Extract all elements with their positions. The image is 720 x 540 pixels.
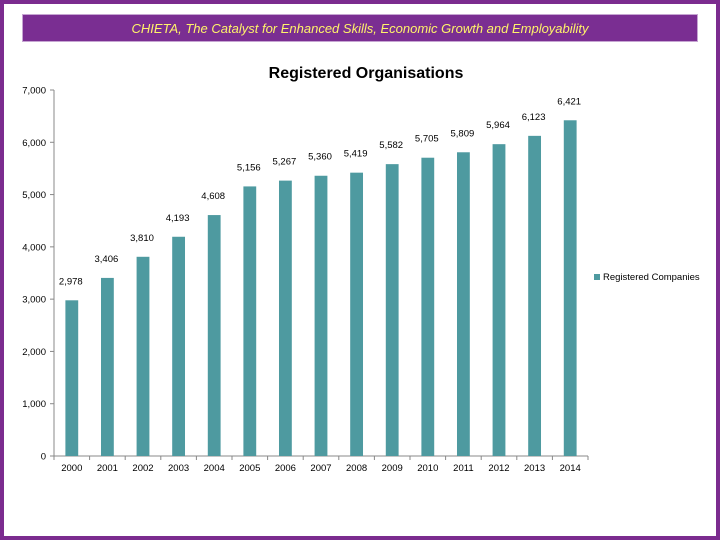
chart-title: Registered Organisations — [269, 65, 464, 82]
bar — [492, 144, 506, 456]
bar — [314, 175, 328, 456]
bar-series — [65, 120, 577, 457]
data-label: 2,978 — [59, 276, 83, 287]
x-axis: 2000 2001 2002 2003 2004 2005 2006 2007 2008 2009… — [53, 455, 589, 474]
data-labels: 2,978 3,406 3,810 4,193 4,608 5,156 5,267 5,360… — [59, 96, 581, 287]
x-tick-label: 2013 — [524, 463, 545, 474]
x-tick-label: 2009 — [382, 463, 403, 474]
data-label: 5,809 — [451, 128, 475, 139]
x-tick-label: 2004 — [204, 463, 225, 474]
bar — [385, 164, 399, 456]
bar — [563, 120, 577, 456]
y-tick-label: 1,000 — [22, 399, 46, 410]
x-tick-label: 2011 — [453, 463, 473, 474]
data-label: 5,360 — [308, 152, 332, 163]
x-tick-label: 2006 — [275, 463, 296, 474]
banner-text: CHIETA, The Catalyst for Enhanced Skills… — [131, 20, 589, 36]
x-tick-label: 2002 — [132, 463, 153, 474]
data-label: 4,608 — [201, 191, 225, 202]
bar — [207, 215, 221, 456]
x-tick-label: 2001 — [97, 463, 118, 474]
x-tick-label: 2012 — [488, 463, 509, 474]
bar — [350, 172, 364, 457]
x-tick-label: 2014 — [560, 463, 581, 474]
data-label: 3,810 — [130, 233, 154, 244]
header-banner: CHIETA, The Catalyst for Enhanced Skills… — [22, 14, 698, 42]
data-label: 5,582 — [379, 140, 403, 151]
y-tick-label: 3,000 — [22, 295, 46, 306]
x-tick-label: 2008 — [346, 463, 367, 474]
bar — [278, 180, 292, 456]
data-label: 6,123 — [522, 112, 546, 123]
y-tick-label: 6,000 — [22, 138, 46, 149]
bar — [456, 152, 470, 457]
bar — [100, 277, 114, 456]
bar — [136, 256, 150, 456]
y-tick-label: 2,000 — [22, 347, 46, 358]
bar — [421, 157, 435, 456]
data-label: 6,421 — [557, 96, 581, 107]
bar — [172, 236, 186, 456]
x-tick-label: 2000 — [61, 463, 82, 474]
bar — [243, 186, 257, 456]
x-tick-label: 2010 — [417, 463, 438, 474]
y-axis: 0 1,000 2,000 3,000 4,000 5,000 6,000 7,000 — [22, 86, 55, 463]
y-tick-label: 5,000 — [22, 190, 46, 201]
legend: Registered Companies — [594, 272, 700, 283]
data-label: 4,193 — [166, 213, 190, 224]
data-label: 5,419 — [344, 149, 368, 160]
x-tick-label: 2005 — [239, 463, 260, 474]
y-tick-label: 7,000 — [22, 86, 46, 97]
data-label: 3,406 — [95, 254, 119, 265]
bar — [65, 300, 79, 456]
data-label: 5,705 — [415, 134, 439, 145]
legend-label: Registered Companies — [603, 272, 700, 283]
data-label: 5,267 — [273, 157, 297, 168]
x-tick-label: 2007 — [310, 463, 331, 474]
y-tick-label: 4,000 — [22, 242, 46, 253]
data-label: 5,156 — [237, 162, 261, 173]
y-tick-label: 0 — [41, 452, 46, 463]
bar-chart: Registered Organisations 0 1,000 2,000 3,00… — [22, 65, 700, 474]
x-tick-label: 2003 — [168, 463, 189, 474]
legend-swatch — [594, 274, 600, 280]
data-label: 5,964 — [486, 120, 510, 131]
bar — [528, 135, 542, 457]
